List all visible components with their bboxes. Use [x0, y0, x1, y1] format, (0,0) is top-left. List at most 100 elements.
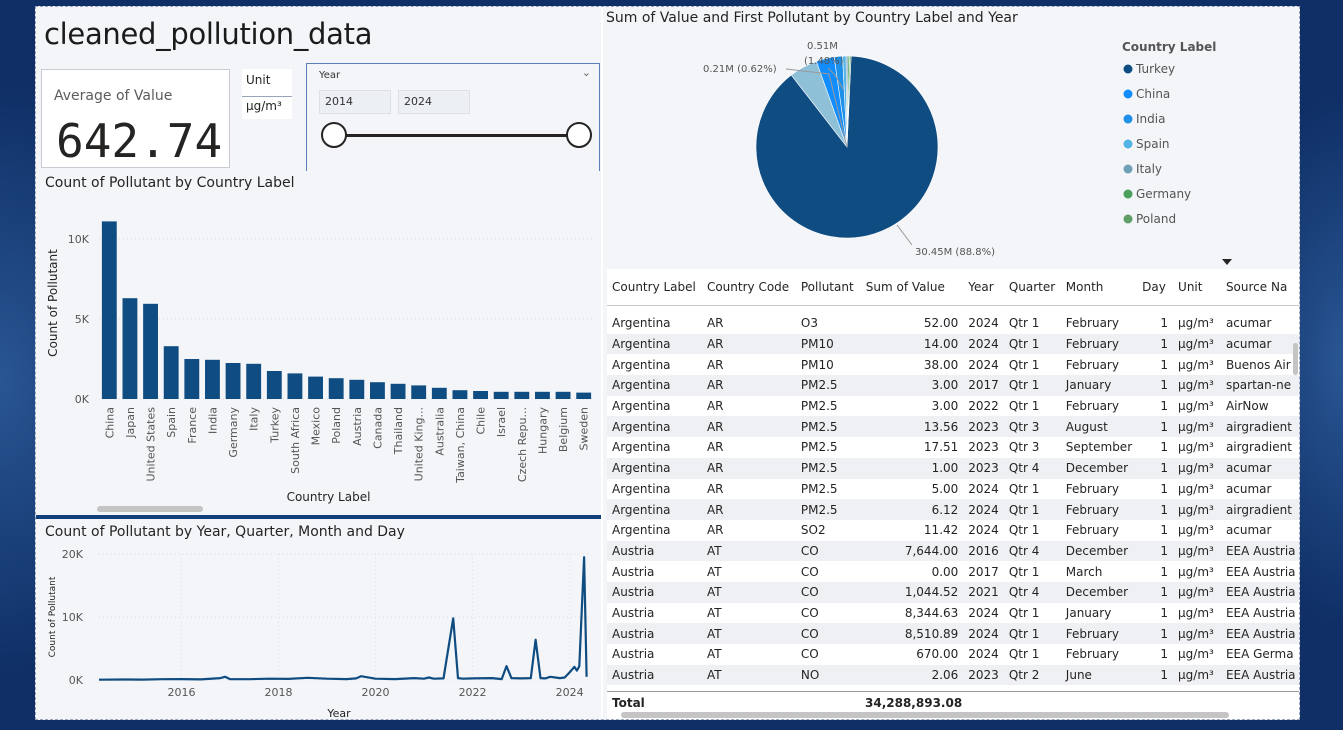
table-cell: Qtr 4: [1003, 581, 1061, 603]
table-cell: CO: [795, 581, 861, 603]
column-header[interactable]: Pollutant: [795, 269, 861, 306]
year-slider-start-handle[interactable]: [321, 122, 347, 148]
table-cell: AirNow: [1225, 399, 1269, 414]
column-header[interactable]: Year: [963, 269, 1004, 306]
table-row[interactable]: Argentina AR PM2.5 17.51 2023 Qtr 3 September 1…: [607, 437, 1299, 458]
column-header[interactable]: Quarter: [1003, 269, 1061, 306]
pie-legend-title: Country Label: [1122, 40, 1216, 54]
column-header[interactable]: Source Na: [1220, 269, 1299, 306]
bar-x-tick: China: [103, 407, 116, 438]
table-cell: 1: [1137, 581, 1174, 603]
bar-x-tick: Belgium: [557, 407, 570, 452]
line-y-tick: 20K: [62, 548, 84, 561]
line-chart[interactable]: 0K 10K 20K 2016 2018 2020 2022 2024 Year Count of…: [41, 542, 599, 718]
table-cell: NO: [795, 664, 861, 686]
table-cell: Qtr 1: [1008, 647, 1040, 662]
table-cell: Austria: [612, 647, 655, 662]
table-row[interactable]: Argentina AR PM10 14.00 2024 Qtr 1 February 1 µg…: [607, 333, 1299, 355]
table-cell: µg/m³: [1178, 605, 1214, 620]
table-horizontal-scrollbar[interactable]: [621, 712, 1229, 718]
table-cell: 1: [1137, 416, 1174, 438]
table-cell: Austria: [607, 581, 702, 603]
table-row[interactable]: Austria AT CO 1,044.52 2021 Qtr 4 December 1 µg/…: [607, 581, 1299, 603]
bar-south-africa: [287, 373, 303, 399]
table-cell: 1: [1137, 664, 1174, 686]
data-table[interactable]: Country Label Country Code Pollutant Sum of…: [607, 269, 1299, 719]
table-row[interactable]: Argentina AR SO2 11.42 2024 Qtr 1 February 1 µg/…: [607, 520, 1299, 541]
table-cell: September: [1065, 440, 1133, 455]
year-from-input[interactable]: 2014: [319, 90, 391, 114]
column-header[interactable]: Unit: [1173, 269, 1221, 306]
table-cell: µg/m³: [1173, 664, 1221, 686]
table-cell: 0.00: [931, 564, 959, 579]
bar-chart[interactable]: 0K 5K 10K China Japan United States Spain Franc…: [41, 193, 599, 513]
table-cell: 2.06: [860, 664, 964, 686]
table-cell: February: [1065, 523, 1119, 538]
table-cell: 1: [1137, 499, 1174, 520]
bar-x-tick: Italy: [248, 407, 261, 431]
pie-chart[interactable]: 30.45M (88.8%) 0.51M (1.48%) 0.21M (0.62%) C…: [607, 29, 1300, 265]
table-row[interactable]: Argentina AR PM2.5 3.00 2022 Qtr 1 February 1 µg…: [607, 396, 1299, 417]
year-slider-track[interactable]: [335, 134, 579, 137]
table-row[interactable]: Austria AT NO 2.06 2023 Qtr 2 June 1 µg/m³ EEA Au…: [607, 664, 1299, 686]
column-header[interactable]: Month: [1060, 269, 1138, 306]
bar-thailand: [390, 383, 406, 399]
pie-leader-line: [785, 68, 848, 148]
column-header[interactable]: Country Code: [701, 269, 796, 306]
bar-x-tick: Thailand: [392, 407, 405, 455]
column-header[interactable]: Day: [1137, 269, 1174, 306]
table-row[interactable]: Argentina AR PM10 38.00 2024 Qtr 1 February 1 µg…: [607, 354, 1299, 375]
table-row[interactable]: Austria AT CO 7,644.00 2016 Qtr 4 December 1 µg/…: [607, 540, 1299, 562]
table-row[interactable]: Argentina AR O3 52.00 2024 Qtr 1 February 1 µg/m…: [607, 313, 1299, 334]
column-header[interactable]: Sum of Value: [860, 269, 964, 306]
pie-legend-item-china: China: [1136, 87, 1170, 101]
unit-slicer-value[interactable]: µg/m³: [242, 97, 292, 119]
table-row[interactable]: Argentina AR PM2.5 3.00 2017 Qtr 1 January 1 µg/…: [607, 375, 1299, 396]
bar-y-tick: 5K: [75, 313, 90, 326]
table-row[interactable]: Austria AT CO 8,510.89 2024 Qtr 1 February 1 µg/…: [607, 623, 1299, 644]
table-cell: Qtr 4: [1003, 540, 1061, 562]
table-cell: AT: [701, 540, 796, 562]
year-slider-end-handle[interactable]: [566, 122, 592, 148]
line-x-tick: 2022: [459, 686, 487, 699]
table-cell: 5.00: [931, 481, 959, 496]
bar-x-axis-label: Country Label: [287, 490, 371, 504]
year-slicer[interactable]: Year ⌄ 2014 2024: [306, 63, 600, 171]
table-cell: January: [1065, 605, 1112, 620]
line-x-tick: 2016: [167, 686, 195, 699]
bar-x-tick: United States: [145, 407, 158, 482]
bar-japan: [122, 298, 138, 399]
table-cell: EEA Austria: [1225, 605, 1296, 620]
table-row[interactable]: Argentina AR PM2.5 13.56 2023 Qtr 3 August 1 µg/…: [607, 416, 1299, 438]
table-cell: December: [1060, 540, 1138, 562]
bar-x-tick: Poland: [330, 407, 343, 444]
table-row[interactable]: Argentina AR PM2.5 6.12 2024 Qtr 1 February 1 µg…: [607, 499, 1299, 520]
table-cell: AR: [701, 457, 796, 479]
chevron-down-icon[interactable]: ⌄: [581, 66, 591, 79]
column-header[interactable]: Country Label: [607, 269, 702, 306]
table-cell: EEA Austria: [1220, 664, 1299, 686]
table-total-row: Total 34,288,893.08: [607, 691, 1299, 715]
table-row[interactable]: Argentina AR PM2.5 5.00 2024 Qtr 1 February 1 µg…: [607, 479, 1299, 500]
table-cell: PM2.5: [800, 440, 838, 455]
table-row[interactable]: Austria AT CO 0.00 2017 Qtr 1 March 1 µg/m³ EEA A…: [607, 561, 1299, 582]
bar-x-tick: South Africa: [289, 407, 302, 474]
pie-label-china-value: 0.51M: [807, 41, 838, 52]
table-cell: AT: [701, 581, 796, 603]
line-x-tick: 2024: [556, 686, 584, 699]
table-cell: 3.00: [931, 399, 959, 414]
table-cell: 1: [1160, 564, 1169, 579]
table-cell: PM2.5: [800, 399, 838, 414]
table-cell: Austria: [607, 623, 702, 644]
kpi-card[interactable]: Average of Value 642.74: [41, 69, 230, 168]
table-row[interactable]: Argentina AR PM2.5 1.00 2023 Qtr 4 December 1 µg…: [607, 457, 1299, 479]
table-cell: 2024: [968, 357, 999, 372]
table-vertical-scrollbar[interactable]: [1293, 343, 1298, 375]
table-cell: 1: [1160, 357, 1169, 372]
table-row[interactable]: Austria AT CO 8,344.63 2024 Qtr 1 January 1 µg/m…: [607, 603, 1299, 624]
table-cell: 14.00: [860, 333, 964, 355]
table-cell: 2022: [968, 399, 999, 414]
table-row[interactable]: Austria AT CO 670.00 2024 Qtr 1 February 1 µg/m³…: [607, 644, 1299, 665]
pie-chart-title: Sum of Value and First Pollutant by Coun…: [606, 10, 1018, 26]
year-to-input[interactable]: 2024: [398, 90, 470, 114]
